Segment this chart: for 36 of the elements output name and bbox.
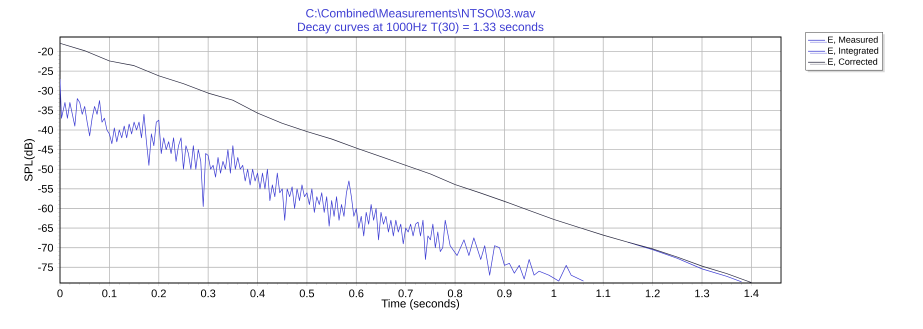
x-tick-label: 0.1 — [102, 290, 116, 298]
x-axis-title: Time (seconds) — [382, 299, 460, 310]
y-tick-label: -65 — [38, 224, 54, 232]
y-tick-label: -60 — [38, 204, 54, 212]
y-tick-label: -40 — [38, 126, 54, 134]
line-series — [628, 242, 742, 282]
x-tick-label: 0.3 — [200, 290, 216, 298]
legend-label: E, Corrected — [828, 58, 878, 66]
x-tick-label: 0.5 — [300, 290, 314, 298]
x-tick-label: 1.1 — [596, 290, 610, 298]
y-tick-label: -35 — [38, 106, 54, 114]
x-tick-label: 0 — [57, 290, 63, 298]
y-tick-label: -25 — [38, 67, 54, 76]
x-tick-label: 1 — [552, 290, 556, 298]
y-axis-title: SPL(dB) — [24, 139, 35, 182]
y-tick-label: -45 — [38, 146, 54, 154]
x-tick-label: 0.4 — [250, 290, 265, 298]
x-tick-label: 1.2 — [646, 290, 660, 298]
legend-label: E, Measured — [828, 36, 878, 44]
y-tick-label: -20 — [38, 48, 54, 56]
x-tick-label: 0.6 — [349, 290, 364, 298]
y-tick-label: -55 — [38, 185, 54, 193]
chart-title: C:\Combined\Measurements\NTSO\03.wav — [306, 8, 536, 18]
x-tick-label: 0.8 — [448, 290, 462, 298]
y-tick-label: -50 — [38, 165, 54, 174]
y-tick-label: -75 — [38, 263, 54, 272]
line-series — [60, 78, 584, 282]
chart-subtitle: Decay curves at 1000Hz T(30) = 1.33 seconds — [298, 22, 544, 34]
x-tick-label: 1.4 — [744, 290, 759, 298]
y-tick-label: -30 — [38, 86, 54, 95]
legend-label: E, Integrated — [828, 47, 878, 56]
x-tick-label: 0.9 — [497, 290, 512, 298]
y-tick-label: -70 — [38, 244, 54, 252]
x-tick-label: 0.2 — [152, 290, 166, 298]
x-tick-label: 1.3 — [695, 290, 710, 298]
x-tick-label: 0.7 — [398, 290, 413, 298]
